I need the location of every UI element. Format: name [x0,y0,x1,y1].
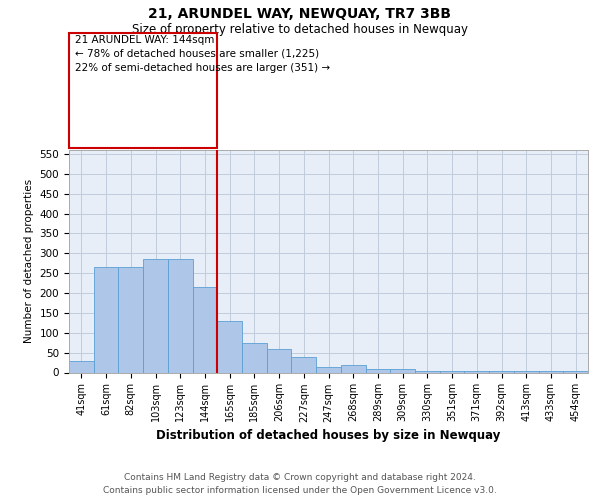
Bar [217,321,242,372]
Bar [390,368,415,372]
Bar [143,260,168,372]
Y-axis label: Number of detached properties: Number of detached properties [24,179,34,344]
Bar [242,342,267,372]
Bar [316,366,341,372]
Text: Contains public sector information licensed under the Open Government Licence v3: Contains public sector information licen… [103,486,497,495]
Bar [563,370,588,372]
Bar [365,370,390,372]
Bar [415,371,440,372]
Bar [464,370,489,372]
Bar [69,360,94,372]
Bar [539,371,563,372]
Bar [489,371,514,372]
Text: Size of property relative to detached houses in Newquay: Size of property relative to detached ho… [132,22,468,36]
Bar [118,267,143,372]
Bar [193,287,217,372]
Bar [267,348,292,372]
Bar [341,366,365,372]
Text: 21 ARUNDEL WAY: 144sqm
← 78% of detached houses are smaller (1,225)
22% of semi-: 21 ARUNDEL WAY: 144sqm ← 78% of detached… [75,35,330,73]
Bar [94,267,118,372]
Bar [168,260,193,372]
Bar [292,358,316,372]
Text: Contains HM Land Registry data © Crown copyright and database right 2024.: Contains HM Land Registry data © Crown c… [124,472,476,482]
Text: 21, ARUNDEL WAY, NEWQUAY, TR7 3BB: 21, ARUNDEL WAY, NEWQUAY, TR7 3BB [149,8,452,22]
X-axis label: Distribution of detached houses by size in Newquay: Distribution of detached houses by size … [157,428,500,442]
